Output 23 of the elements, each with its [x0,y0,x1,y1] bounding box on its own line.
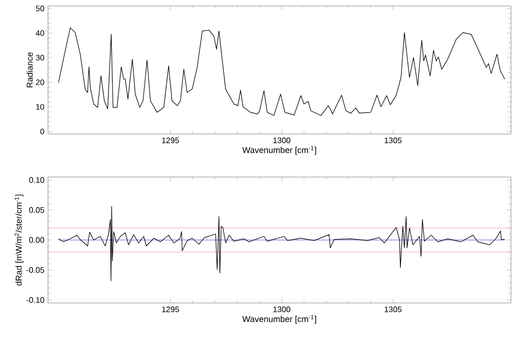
y-tick-label: -0.10 [26,297,44,303]
x-tick-label: 1295 [162,138,179,144]
y-tick-label: 10 [36,104,44,110]
line-series [58,27,506,116]
x-tick-label: 1300 [273,138,290,144]
x-tick-label: 1300 [273,306,290,312]
x-tick-label: 1295 [162,306,179,312]
x-axis-title: Wavenumber [cm$^{-1}$] [242,146,316,155]
y-tick-label: 50 [36,6,44,12]
y-tick-label: 40 [36,30,44,36]
y-tick-label: 0.05 [29,207,44,213]
y-axis-title: Radiance [26,52,33,88]
x-tick-label: 1305 [384,306,402,312]
y-tick-label: 0.10 [29,177,44,183]
x-tick-label: 1305 [384,138,402,144]
y-tick-label: 30 [36,54,44,61]
x-axis-title: Wavenumber [cm$^{-1}$] [242,315,316,324]
y-tick-label: -0.05 [26,267,44,273]
y-axis-title: dRad [mW/m$^{2}$/ster/cm$^{-1}$] [14,194,24,286]
y-tick-label: 0.00 [29,237,44,243]
line-series [58,206,506,282]
y-tick-label: 20 [36,79,44,86]
y-tick-label: 0 [40,128,44,134]
